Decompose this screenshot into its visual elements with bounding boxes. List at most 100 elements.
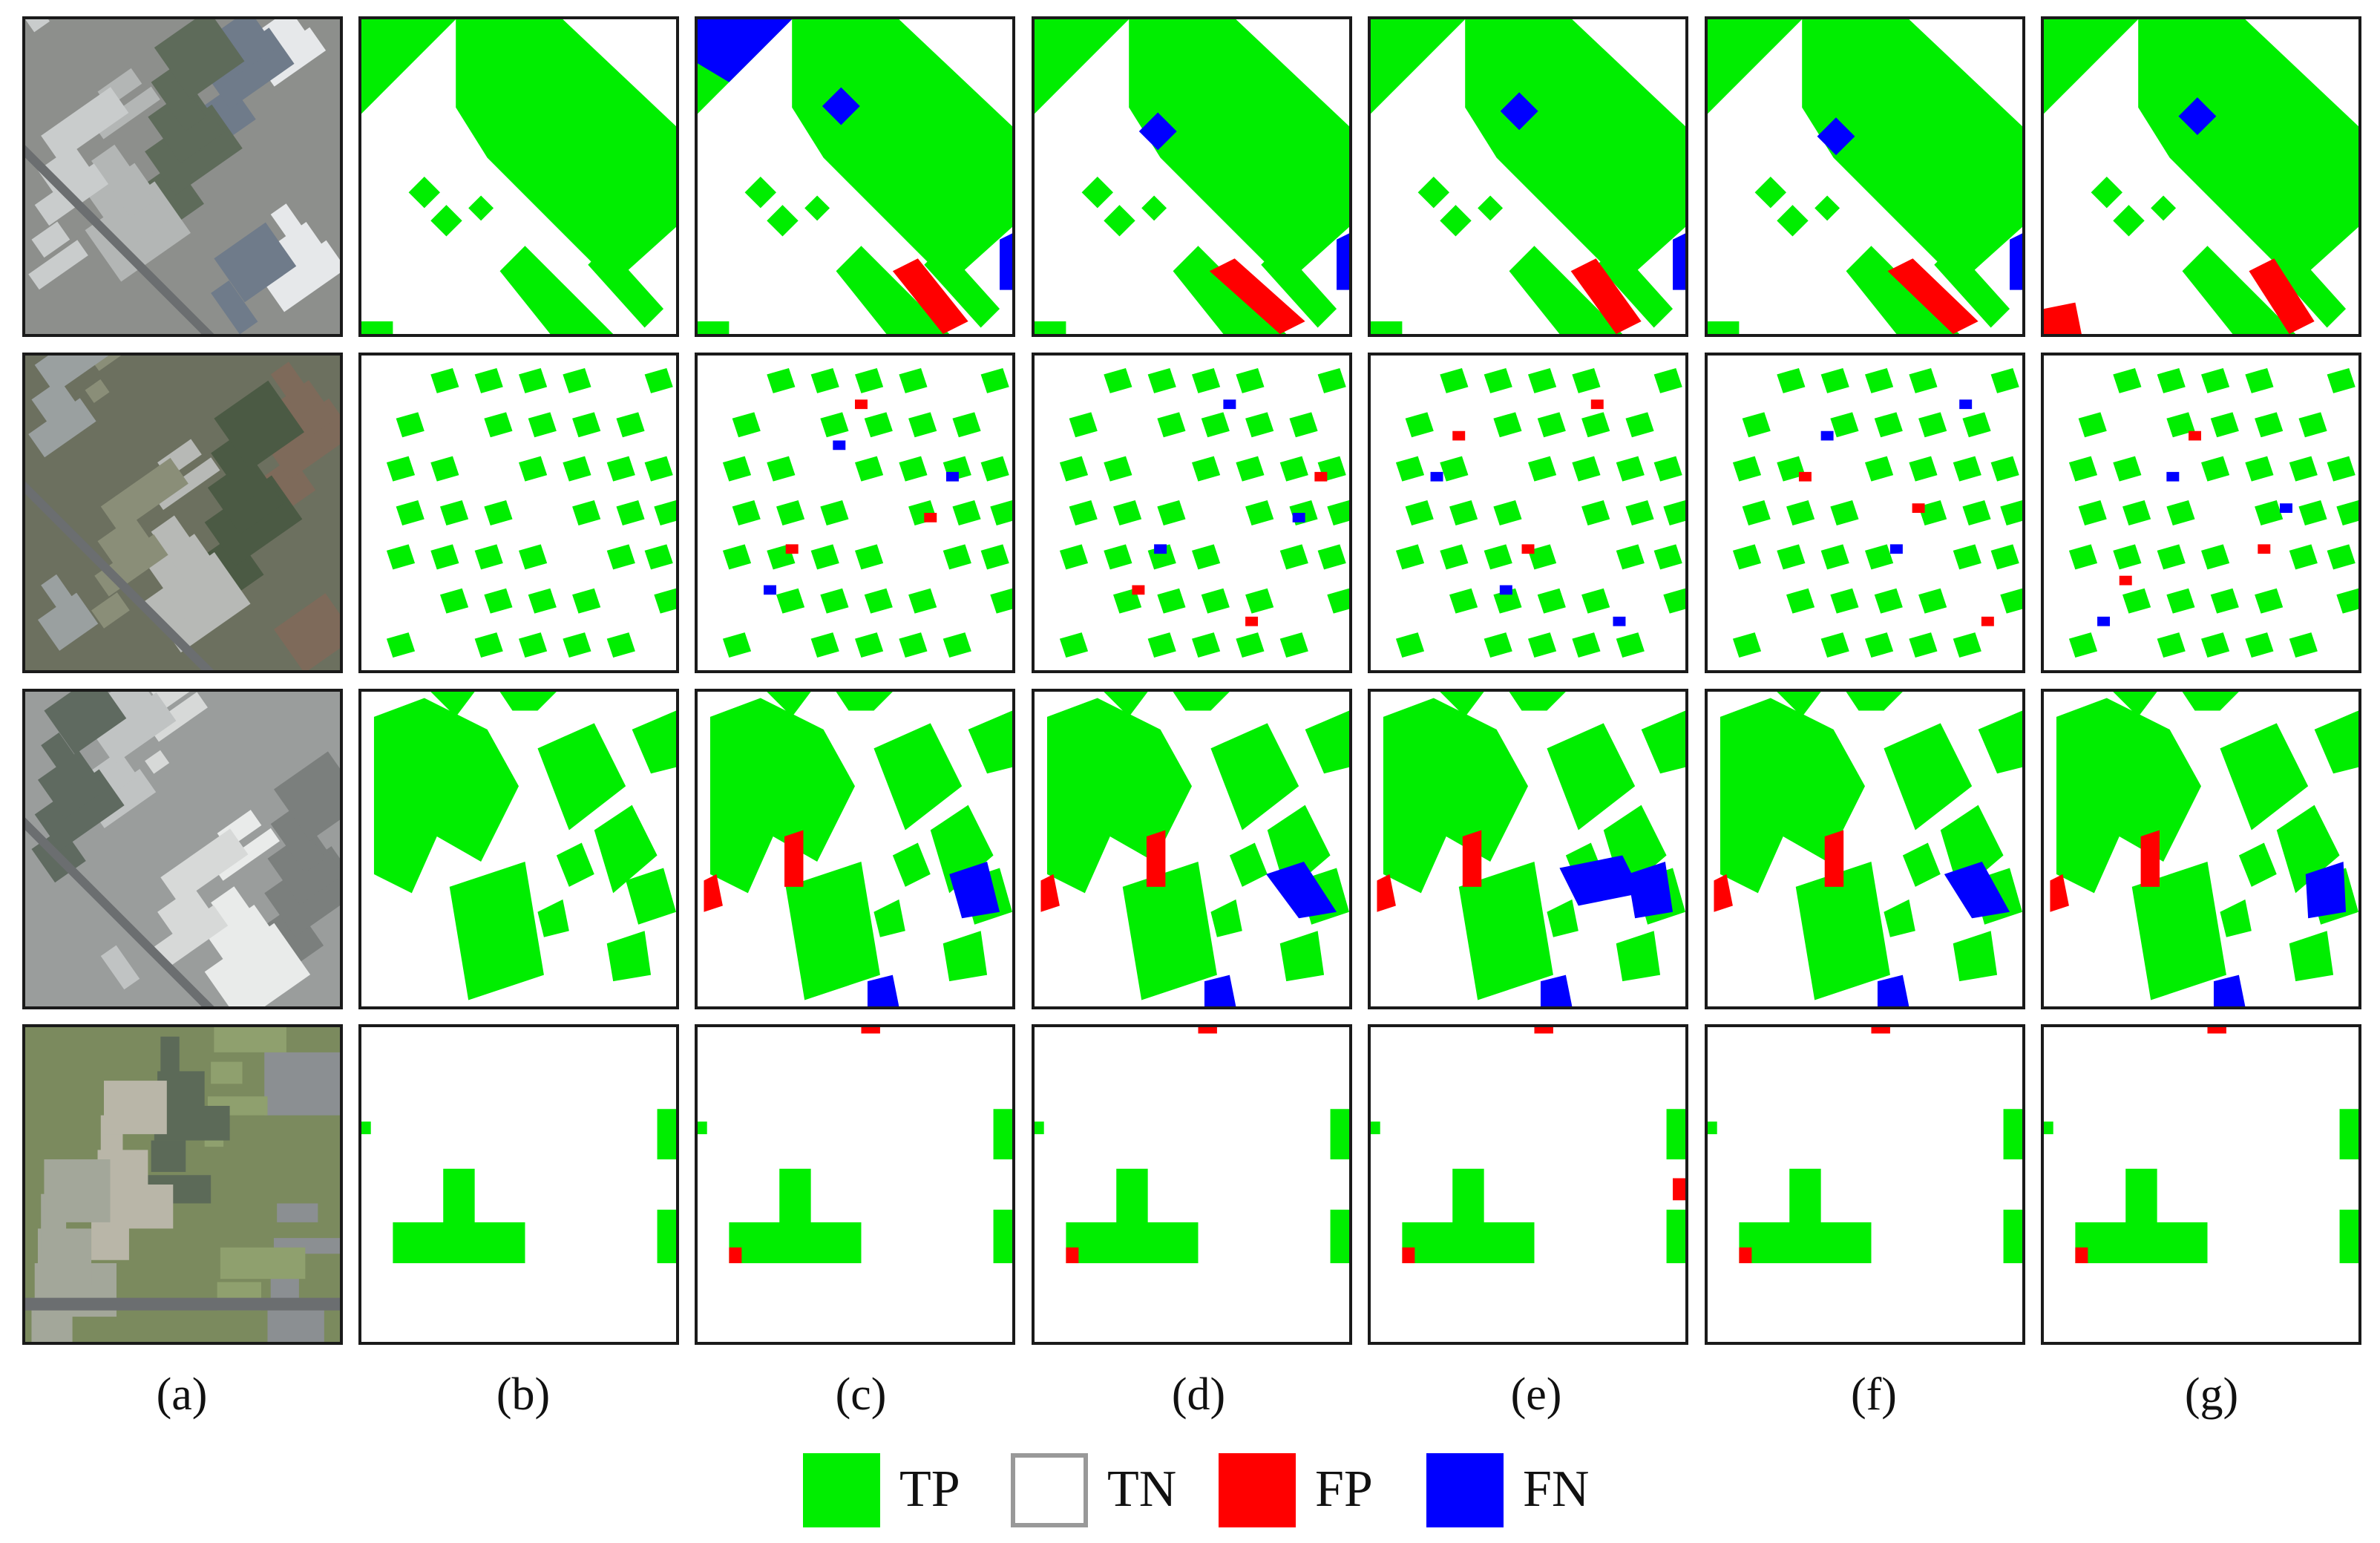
aerial-image-row-2 [22,353,343,673]
fp-region [1534,1027,1553,1034]
tp-building-region [1417,177,1449,209]
fp-region [1981,616,1994,626]
segmentation-map [2068,367,2358,658]
tp-building-region [2000,588,2022,614]
tp-building-region [1666,1109,1685,1160]
tp-building-region [1484,367,1512,393]
column-label-f: (f) [1851,1369,1897,1420]
tp-building-region [1528,544,1557,570]
tp-building-region [644,544,673,570]
legend-label-tp: TP [899,1461,960,1518]
fp-region [784,830,804,887]
legend: TP TN FP FN [0,1440,2380,1536]
tp-building-region [1229,842,1268,887]
tp-building-region [2289,544,2318,570]
tp-building-region [810,632,839,658]
tp-building-region [396,412,424,438]
tp-building-region [2166,500,2195,525]
tp-building-region [1509,246,1623,334]
fp-region [1402,1247,1415,1263]
fn-region [698,19,793,82]
tp-building-region [1305,710,1349,774]
fn-region [1223,399,1236,410]
tp-building-region [1405,500,1434,525]
tp-building-region [943,632,971,658]
tp-building-region [1616,544,1645,570]
tp-building-region [632,710,676,774]
tp-building-region [1317,544,1346,570]
tp-building-region [864,588,893,614]
tp-building-region [1777,456,1806,482]
tp-building-region [1245,412,1274,438]
tp-building-region [1547,899,1579,937]
tp-building-region [373,698,519,894]
tp-building-region [2056,698,2201,894]
tp-building-region [1708,19,1803,114]
tp-building-region [1990,456,2019,482]
tp-building-region [952,500,981,525]
aerial-image-row-4 [22,1024,343,1345]
tp-building-region [1865,367,1894,393]
tp-building-region [1777,367,1806,393]
tp-building-region [2339,1109,2358,1160]
tp-building-region [654,588,676,614]
fn-region [1337,233,1349,290]
tp-building-region [2220,899,2252,937]
tp-building-region [1493,500,1522,525]
tp-building-region [1104,205,1135,237]
tp-building-region [1653,456,1682,482]
tp-building-region [2245,456,2274,482]
tp-building-region [924,246,1000,328]
tp-building-region [1537,412,1566,438]
tp-building-region [1581,588,1610,614]
tp-building-region [1236,367,1265,393]
tp-building-region [1201,588,1230,614]
tp-building-region [1157,412,1186,438]
fp-region [2050,874,2069,912]
tp-building-region [1493,412,1522,438]
fp-region [1066,1247,1079,1263]
tp-building-region [2078,412,2107,438]
tp-building-region [1371,1121,1380,1135]
tp-building-region [908,412,937,438]
tp-building-region [1547,723,1636,831]
result-map-row-4-col-d [1032,1024,1352,1345]
tp-building-region [2270,246,2347,328]
result-map-row-2-col-c [695,353,1015,673]
fn-region [2097,616,2111,626]
fn-region [1959,399,1973,410]
fn-region [1877,974,1909,1006]
tp-building-region [804,195,830,221]
fp-region [1521,544,1535,554]
legend-swatch-fn [1426,1453,1504,1527]
tp-building-region [572,588,601,614]
fp-region [1590,399,1604,410]
tp-building-region [1147,367,1176,393]
tp-building-region [1742,500,1771,525]
tp-building-region [474,632,503,658]
fn-region [2010,233,2022,290]
fp-region [1714,874,1733,912]
segmentation-map [361,1109,676,1263]
segmentation-map [1371,19,1685,334]
tp-building-region [2201,367,2230,393]
tp-building-region [1289,412,1318,438]
segmentation-map [1714,692,2022,1006]
tp-building-region [1814,195,1840,221]
tp-building-region [709,698,855,894]
tp-building-region [1279,632,1308,658]
tp-building-region [1395,544,1425,570]
segmentation-map [1732,367,2022,658]
segmentation-map [373,692,676,1000]
tp-building-region [2276,805,2340,894]
tp-building-region [654,500,676,525]
tp-building-region [2298,500,2327,525]
tp-building-region [1786,588,1815,614]
tp-building-region [1210,723,1299,831]
fn-region [2166,471,2180,482]
tp-building-region [1330,1109,1349,1160]
fp-region [1146,830,1166,887]
fn-region [833,440,846,451]
tp-building-region [1777,544,1806,570]
tp-building-region [408,177,440,209]
